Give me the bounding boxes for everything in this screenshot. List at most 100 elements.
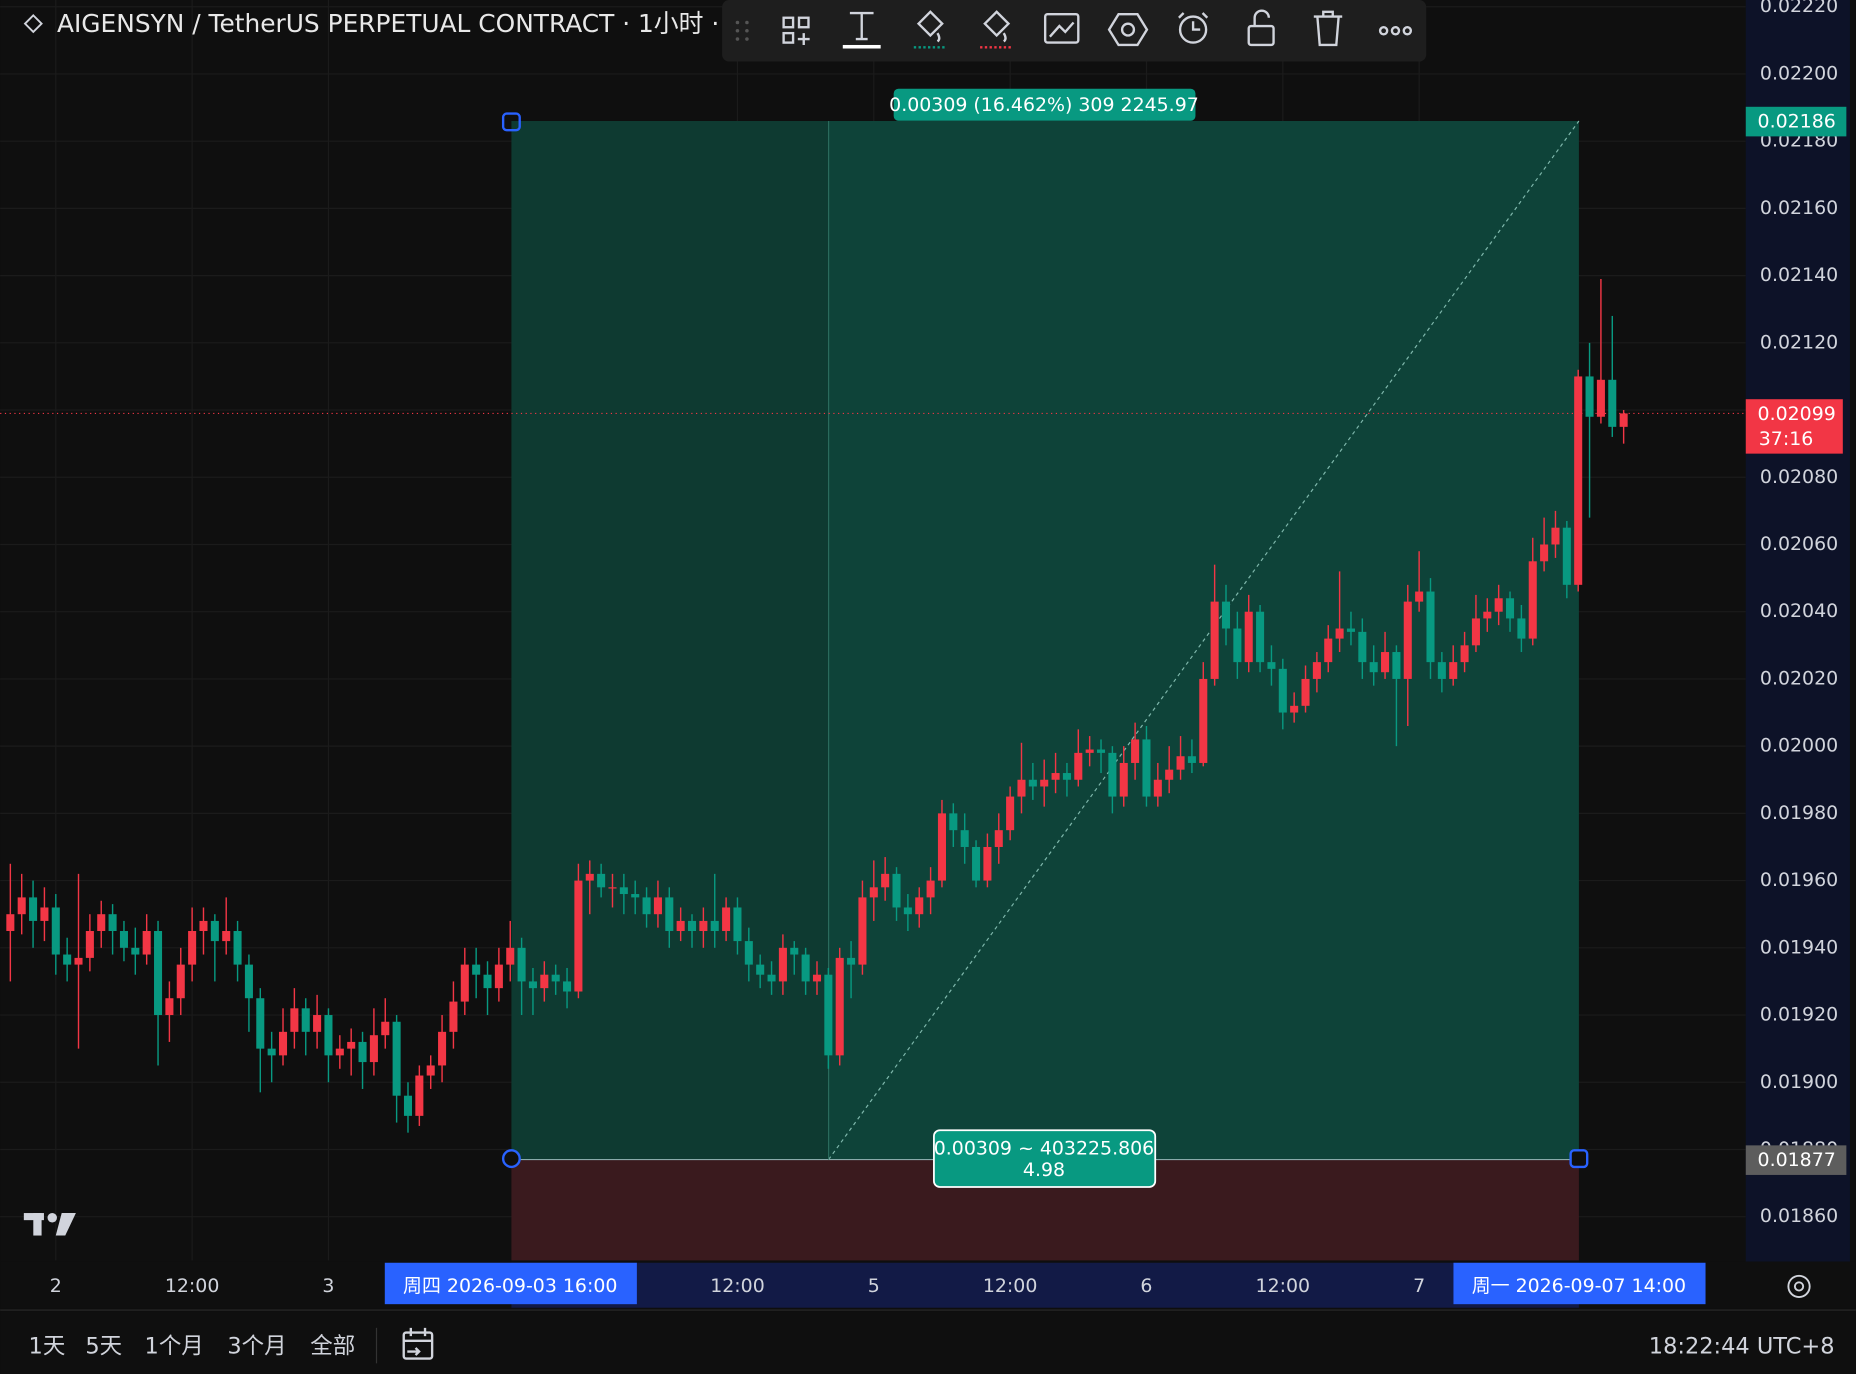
candle-body: [540, 974, 549, 989]
time-highlight: [1453, 1262, 1706, 1305]
candle-body: [244, 964, 253, 999]
candle-body: [301, 1008, 310, 1032]
candle-body: [1108, 752, 1117, 797]
candle-body: [1619, 413, 1628, 427]
candle-body: [1142, 739, 1151, 797]
candle-body: [1176, 756, 1185, 770]
candle-body: [1210, 601, 1219, 679]
candle-body: [154, 931, 163, 1016]
candle-body: [915, 897, 924, 915]
candle-body: [619, 887, 628, 895]
candle-body: [528, 981, 537, 989]
handle[interactable]: [501, 1149, 521, 1169]
y-tick-label: 0.01860: [1760, 1205, 1838, 1227]
candle-body: [585, 873, 594, 881]
candle-body: [131, 947, 140, 955]
candle-body: [778, 947, 787, 982]
candle-body: [608, 887, 617, 889]
candle-body: [108, 914, 117, 932]
candle-body: [858, 897, 867, 965]
tool-button[interactable]: [1378, 26, 1413, 36]
candle-body: [1437, 662, 1446, 679]
candle-body: [1608, 379, 1617, 427]
candle-body: [1426, 591, 1435, 663]
tool-button[interactable]: [1107, 13, 1149, 47]
candle-body: [937, 813, 946, 881]
candle-body: [460, 964, 469, 1002]
candle-body: [403, 1095, 413, 1116]
range-button[interactable]: 全部: [310, 1333, 355, 1359]
candle-body: [1131, 739, 1140, 763]
range-button[interactable]: 1个月: [145, 1333, 204, 1359]
candle-body: [1006, 796, 1015, 831]
candle-body: [983, 846, 992, 881]
countdown: 37:16: [1759, 428, 1814, 450]
tool-button[interactable]: [1313, 10, 1343, 47]
candle-body: [1415, 591, 1424, 602]
candle-body: [1256, 611, 1265, 663]
candle-body: [17, 897, 26, 915]
x-tick-label: 6: [1140, 1275, 1152, 1297]
candle-body: [51, 907, 60, 955]
candle-body: [472, 964, 481, 975]
candle-body: [597, 873, 606, 888]
candle-body: [1358, 631, 1367, 663]
candle-body: [347, 1041, 356, 1049]
footer: [0, 1311, 1856, 1374]
y-tick-label: 0.01960: [1760, 869, 1838, 891]
candle-body: [278, 1031, 288, 1056]
candle-body: [222, 931, 231, 942]
last-price-label: 0.02099: [1758, 403, 1836, 425]
measure-bottom-label: 4.98: [1023, 1159, 1065, 1181]
candle-body: [449, 1001, 458, 1032]
handle[interactable]: [501, 112, 521, 132]
candle-body: [1153, 779, 1162, 797]
candle-body: [903, 907, 912, 915]
handle[interactable]: [1569, 1149, 1589, 1169]
candle-body: [119, 931, 128, 948]
last-price-box: [1745, 399, 1843, 454]
candle-body: [756, 964, 765, 975]
candle-body: [142, 931, 151, 955]
candle-body: [233, 931, 242, 965]
tool-button[interactable]: [983, 10, 1011, 43]
tool-button[interactable]: [1178, 12, 1209, 44]
range-button[interactable]: 3个月: [227, 1333, 286, 1359]
time-highlight-label: 周四 2026-09-03 16:00: [403, 1275, 617, 1297]
range-button[interactable]: 5天: [85, 1333, 122, 1359]
range-button[interactable]: 1天: [29, 1333, 66, 1359]
y-tick-label: 0.02000: [1760, 735, 1838, 757]
candle-body: [1051, 773, 1060, 780]
tool-button[interactable]: [1043, 13, 1080, 44]
y-tick-label: 0.01980: [1760, 802, 1838, 824]
time-highlight: [384, 1262, 637, 1305]
candle-body: [949, 813, 958, 831]
symbol-title: AIGENSYN / TetherUS PERPETUAL CONTRACT ·…: [57, 9, 719, 38]
y-tick-label: 0.02160: [1760, 197, 1838, 219]
tool-button[interactable]: [782, 16, 810, 45]
candle-body: [687, 920, 697, 932]
settings-icon[interactable]: [1787, 1274, 1811, 1299]
tool-button[interactable]: [849, 11, 874, 41]
candle-body: [506, 947, 515, 965]
toolbar: [722, 0, 1427, 62]
candle-body: [63, 954, 72, 965]
candle-body: [290, 1008, 299, 1032]
tool-button[interactable]: [1247, 9, 1275, 47]
candle-body: [1449, 662, 1458, 679]
candle-body: [722, 907, 731, 932]
candle-body: [892, 873, 901, 908]
goto-date-button[interactable]: [402, 1327, 434, 1360]
candle-body: [869, 887, 878, 898]
candle-body: [415, 1075, 424, 1116]
candle-body: [97, 914, 106, 932]
candle-body: [1392, 652, 1401, 679]
candle-body: [438, 1031, 447, 1066]
candle-body: [1199, 678, 1208, 763]
measure-area: [511, 120, 829, 1160]
price-axis: [1745, 0, 1850, 1262]
candle-body: [812, 974, 822, 982]
candle-body: [1562, 527, 1571, 585]
candle-body: [574, 880, 583, 992]
tool-button[interactable]: [916, 10, 944, 43]
